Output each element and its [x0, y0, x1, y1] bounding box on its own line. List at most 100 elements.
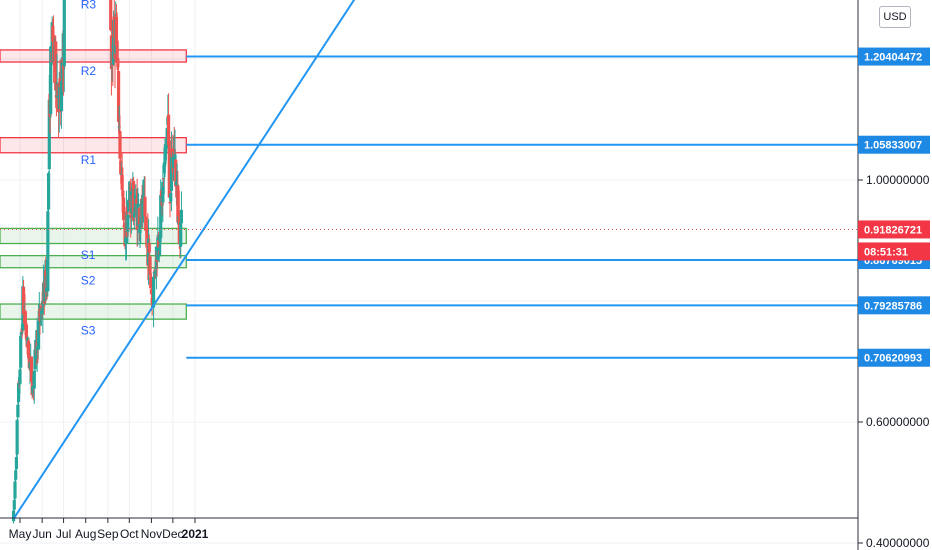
candle-body: [164, 147, 168, 154]
candle-body: [14, 457, 19, 470]
candle-body: [62, 0, 66, 67]
candle-body: [46, 173, 51, 210]
overlay-lines: [0, 0, 858, 520]
x-tick-label: May: [9, 527, 32, 541]
candle-body: [15, 420, 19, 455]
candle-body: [169, 153, 174, 191]
candle-body: [115, 40, 119, 62]
candle-body: [173, 154, 177, 163]
level-label-bg: [858, 47, 930, 66]
candle-body: [143, 196, 147, 217]
candle-body: [39, 317, 43, 319]
zone-s3: [0, 303, 187, 320]
x-tick-label: Nov: [141, 527, 162, 541]
candle-body: [166, 114, 171, 145]
candle-body: [59, 81, 64, 112]
currency-button[interactable]: USD: [879, 6, 911, 28]
countdown-label: 08:51:31: [864, 246, 908, 258]
x-tick-label: Oct: [120, 527, 139, 541]
candle-body: [11, 510, 16, 522]
candlestick-series: [11, 0, 184, 524]
candle-body: [151, 276, 156, 308]
level-label: 1.05833007: [864, 140, 922, 152]
zone-r2: [0, 49, 187, 63]
level-label-bg: [858, 135, 930, 154]
level-label-bg: [858, 296, 930, 315]
level-label: 0.70620993: [864, 353, 922, 365]
candle-body: [114, 17, 119, 46]
candle-body: [179, 209, 184, 224]
countdown-label-bg: [858, 242, 930, 261]
candle-body: [24, 324, 29, 339]
candle-body: [46, 211, 50, 292]
candle-body: [13, 481, 17, 499]
price-tags: 1.316642411.204044721.058330070.86769015…: [858, 47, 930, 367]
candle-body: [136, 204, 141, 207]
zone-label-r3: R3: [81, 0, 97, 11]
candle-body: [154, 270, 158, 274]
x-tick-label: Sep: [97, 527, 119, 541]
candle-body: [174, 159, 178, 187]
candle-body: [156, 239, 161, 248]
candle-body: [174, 181, 179, 185]
candle-body: [147, 242, 151, 253]
y-tick-label: 0.60000000: [866, 415, 930, 429]
current-price-label-bg: [858, 220, 930, 239]
candle-body: [32, 370, 36, 389]
candle-body: [121, 190, 125, 197]
candle-body: [172, 148, 176, 158]
candle-body: [41, 307, 45, 314]
x-tick-label: Aug: [75, 527, 96, 541]
candle-body: [12, 499, 16, 510]
zone-r1: [0, 136, 187, 154]
candle-body: [118, 131, 122, 159]
level-label: 0.79285786: [864, 300, 922, 312]
candle-body: [16, 382, 21, 402]
candle-body: [161, 181, 165, 203]
candle-body: [38, 308, 42, 321]
y-tick-label: 1.00000000: [866, 173, 930, 187]
candle-body: [33, 349, 37, 370]
candle-body: [175, 183, 179, 186]
candle-body: [21, 287, 26, 316]
candle-body: [137, 208, 141, 230]
candle-body: [47, 99, 51, 170]
zone-label-s2: S2: [81, 274, 96, 288]
candle-body: [149, 289, 154, 295]
candle-body: [149, 276, 153, 289]
candle-body: [131, 180, 136, 221]
zone-label-s1: S1: [81, 248, 96, 262]
zone-labels: R3 R2 R1 S1 S2 S3: [81, 0, 97, 338]
candle-body: [19, 331, 24, 336]
x-tick-label: Jul: [56, 527, 71, 541]
candle-body: [27, 353, 31, 369]
candle-body: [61, 64, 66, 70]
candle-body: [109, 0, 113, 31]
zone-label-r1: R1: [81, 153, 97, 167]
candle-body: [176, 185, 180, 223]
zone-label-r2: R2: [81, 64, 97, 78]
x-tick-label: Jun: [32, 527, 51, 541]
candle-body: [116, 58, 120, 68]
candle-body: [121, 197, 126, 221]
candle-body: [36, 320, 41, 350]
candle-body: [14, 470, 18, 480]
candle-body: [179, 222, 183, 247]
candle-body: [168, 201, 172, 204]
candle-body: [158, 234, 162, 243]
candle-body: [144, 216, 148, 231]
candle-body: [51, 26, 55, 42]
candle-body: [126, 200, 131, 212]
candle-body: [119, 174, 124, 176]
candle-body: [138, 224, 142, 233]
candle-body: [16, 404, 20, 418]
candle-body: [159, 195, 163, 239]
current-price-label: 0.91826721: [864, 224, 922, 236]
candle-body: [19, 335, 23, 368]
candle-body: [23, 310, 27, 324]
candle-body: [167, 140, 171, 198]
candle-body: [126, 214, 130, 232]
candle-body: [157, 247, 161, 251]
trendline: [12, 0, 356, 520]
